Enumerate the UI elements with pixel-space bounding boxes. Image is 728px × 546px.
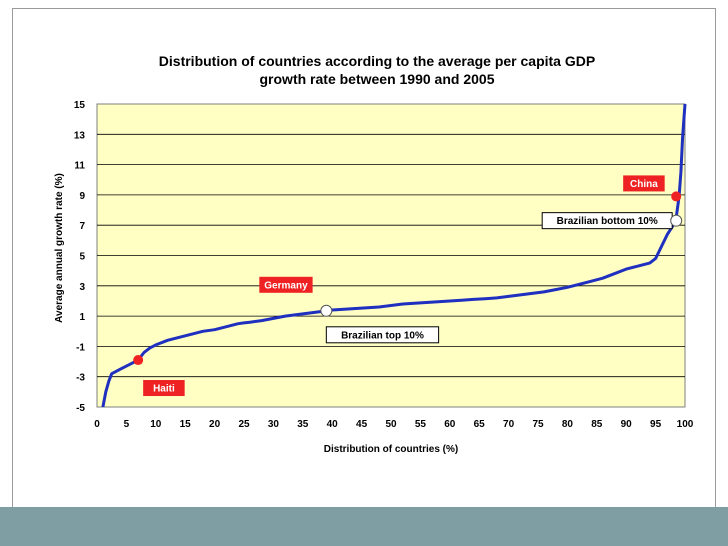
x-tick-label: 45 bbox=[356, 419, 368, 430]
annotation-brazilian-top-10: Brazilian top 10% bbox=[325, 326, 440, 344]
svg-text:Germany: Germany bbox=[264, 280, 308, 291]
svg-text:Brazilian top 10%: Brazilian top 10% bbox=[341, 330, 424, 341]
y-tick-label: -5 bbox=[76, 403, 85, 414]
x-tick-label: 25 bbox=[238, 419, 250, 430]
x-tick-label: 20 bbox=[209, 419, 221, 430]
x-tick-label: 90 bbox=[621, 419, 633, 430]
growth-curve bbox=[101, 103, 687, 408]
x-tick-label: 100 bbox=[677, 419, 694, 430]
y-tick-label: 5 bbox=[79, 252, 85, 263]
x-tick-label: 55 bbox=[415, 419, 427, 430]
y-tick-label: 15 bbox=[74, 100, 86, 111]
y-tick-label: -3 bbox=[76, 373, 85, 384]
y-tick-label: 7 bbox=[79, 221, 85, 232]
marker-open bbox=[320, 304, 333, 317]
x-tick-label: 50 bbox=[385, 419, 397, 430]
x-tick-labels: 0 5 10 15 20 25 30 35 40 45 50 55 60 65 70 75 80 85 90 95 10… bbox=[94, 419, 694, 430]
y-tick-labels: 15 13 11 9 7 5 3 1 -1 -3 -5 bbox=[74, 100, 86, 414]
y-tick-label: 1 bbox=[79, 312, 85, 323]
x-tick-label: 65 bbox=[474, 419, 486, 430]
x-tick-label: 15 bbox=[180, 419, 192, 430]
y-tick-label: -1 bbox=[76, 342, 85, 353]
x-tick-label: 75 bbox=[532, 419, 544, 430]
chart-title-line1: Distribution of countries according to t… bbox=[159, 53, 595, 69]
annotation-haiti: Haiti bbox=[133, 355, 185, 397]
x-tick-label: 80 bbox=[562, 419, 574, 430]
footer-bar bbox=[0, 507, 728, 546]
x-tick-label: 10 bbox=[150, 419, 162, 430]
annotations: Haiti Germany Brazilian top 10% China Brazil… bbox=[133, 175, 683, 397]
x-tick-label: 35 bbox=[297, 419, 309, 430]
y-axis-label: Average annual growth rate (%) bbox=[54, 173, 65, 323]
y-tick-label: 11 bbox=[74, 161, 85, 172]
chart-title-line2: growth rate between 1990 and 2005 bbox=[260, 71, 495, 87]
x-tick-label: 5 bbox=[124, 419, 130, 430]
x-tick-label: 95 bbox=[650, 419, 662, 430]
marker-filled bbox=[133, 355, 144, 366]
marker-open bbox=[670, 214, 683, 227]
x-tick-label: 70 bbox=[503, 419, 515, 430]
annotation-germany: Germany bbox=[259, 276, 333, 317]
svg-text:Brazilian bottom 10%: Brazilian bottom 10% bbox=[557, 216, 658, 227]
x-tick-label: 85 bbox=[591, 419, 603, 430]
svg-text:China: China bbox=[630, 179, 658, 190]
y-tick-label: 13 bbox=[74, 130, 86, 141]
x-tick-label: 30 bbox=[268, 419, 280, 430]
x-tick-label: 0 bbox=[94, 419, 100, 430]
annotation-china: China bbox=[623, 175, 682, 202]
x-tick-label: 60 bbox=[444, 419, 456, 430]
x-tick-label: 40 bbox=[327, 419, 339, 430]
y-tick-label: 3 bbox=[79, 282, 85, 293]
x-axis-label: Distribution of countries (%) bbox=[324, 444, 458, 455]
y-tick-label: 9 bbox=[79, 191, 85, 202]
marker-filled bbox=[671, 191, 682, 202]
svg-text:Haiti: Haiti bbox=[153, 384, 175, 395]
annotation-brazilian-bottom-10: Brazilian bottom 10% bbox=[541, 212, 683, 230]
